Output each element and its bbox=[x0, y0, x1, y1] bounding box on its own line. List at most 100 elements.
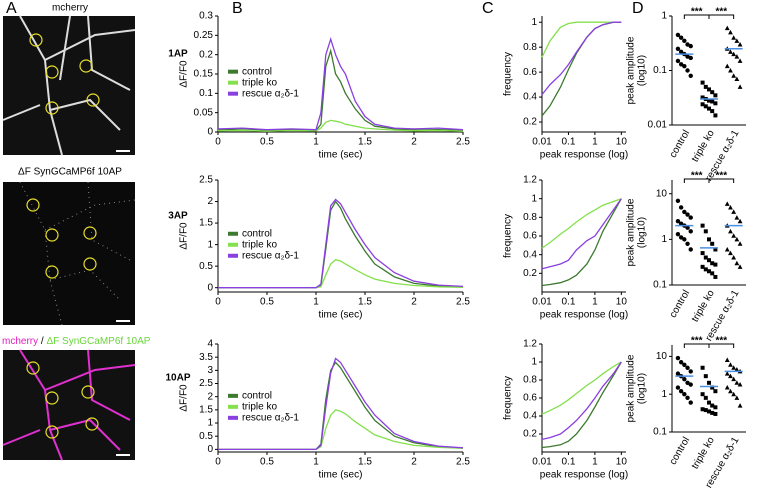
y-tick-label: 10 bbox=[656, 351, 668, 362]
data-point bbox=[737, 382, 743, 387]
data-point bbox=[700, 102, 705, 107]
micrograph bbox=[3, 181, 136, 326]
significance-label: *** bbox=[715, 7, 727, 18]
x-tick-label: 1 bbox=[313, 297, 319, 308]
data-point bbox=[685, 212, 690, 217]
y-tick-label: 3.5 bbox=[199, 352, 213, 363]
x-tick-label: 1 bbox=[313, 137, 319, 148]
x-tick-label: 0.01 bbox=[532, 297, 552, 308]
x-tick-label: 2.5 bbox=[456, 137, 470, 148]
x-tick-label: 1 bbox=[592, 137, 598, 148]
data-point bbox=[734, 395, 740, 400]
y-tick-label: 0.1 bbox=[653, 427, 667, 438]
x-tick-label: 0 bbox=[215, 137, 221, 148]
image-label: mcherry bbox=[52, 3, 88, 14]
x-tick-label: 1.5 bbox=[358, 137, 372, 148]
data-point bbox=[737, 41, 743, 47]
data-point bbox=[682, 237, 687, 242]
data-point bbox=[678, 35, 684, 40]
data-point bbox=[731, 365, 737, 370]
x-tick-label: 1 bbox=[592, 297, 598, 308]
significance-label: *** bbox=[691, 7, 703, 18]
data-point bbox=[710, 90, 715, 95]
y-tick-label: 1 bbox=[531, 357, 537, 368]
y-axis-label: frequency bbox=[503, 376, 514, 420]
data-point bbox=[707, 87, 711, 92]
x-tick-label: 0.1 bbox=[561, 137, 575, 148]
series-line bbox=[541, 198, 622, 287]
data-point bbox=[675, 385, 681, 390]
data-point bbox=[682, 391, 687, 397]
data-point bbox=[682, 63, 687, 69]
x-tick-label: 0.5 bbox=[260, 297, 274, 308]
data-point bbox=[707, 98, 711, 103]
row-label: 3AP bbox=[168, 211, 188, 222]
data-point bbox=[685, 365, 690, 370]
panel-label: B bbox=[232, 0, 243, 17]
data-point bbox=[707, 409, 711, 414]
series-line bbox=[541, 21, 622, 58]
data-point bbox=[728, 204, 733, 210]
x-tick-label: triple ko bbox=[690, 288, 717, 324]
data-point bbox=[688, 369, 693, 374]
data-point bbox=[731, 35, 737, 40]
data-point bbox=[703, 395, 708, 400]
data-point bbox=[724, 63, 730, 69]
data-point bbox=[707, 237, 711, 242]
y-tick-label: 0.4 bbox=[523, 92, 537, 103]
x-axis-label: time (sec) bbox=[319, 310, 363, 321]
data-point bbox=[728, 362, 733, 367]
legend-label: rescue α₂δ-1 bbox=[242, 412, 299, 423]
data-point bbox=[675, 219, 681, 224]
data-point bbox=[710, 271, 715, 276]
image-label-part: mcherry bbox=[2, 336, 38, 347]
data-point bbox=[737, 58, 743, 63]
data-point bbox=[685, 395, 690, 401]
image-label: mcherry / ΔF SynGCaMP6f 10AP bbox=[2, 336, 151, 347]
data-point bbox=[737, 84, 743, 89]
data-point bbox=[703, 374, 708, 379]
x-tick-label: control bbox=[668, 435, 693, 466]
x-tick-label: 1 bbox=[313, 457, 319, 468]
x-axis-label: peak response (log) bbox=[540, 470, 628, 481]
data-point bbox=[734, 38, 740, 43]
y-tick-label: 1.2 bbox=[523, 339, 537, 350]
data-point bbox=[703, 255, 708, 260]
data-point bbox=[728, 373, 733, 379]
x-tick-label: control bbox=[668, 128, 693, 159]
y-axis-label: (log10) bbox=[637, 217, 648, 248]
series-line bbox=[217, 119, 464, 132]
data-point bbox=[703, 267, 708, 272]
legend-label: control bbox=[242, 66, 272, 77]
data-point bbox=[728, 388, 733, 394]
significance-label: *** bbox=[715, 336, 727, 347]
data-point bbox=[731, 255, 737, 260]
data-point bbox=[728, 250, 733, 256]
data-point bbox=[731, 233, 737, 238]
data-point bbox=[678, 235, 684, 240]
data-point bbox=[713, 262, 718, 267]
data-point bbox=[737, 403, 743, 408]
data-point bbox=[700, 80, 705, 85]
y-tick-label: 0.2 bbox=[523, 117, 537, 128]
x-tick-label: 0.5 bbox=[260, 137, 274, 148]
data-point bbox=[734, 54, 740, 59]
data-point bbox=[700, 95, 705, 100]
x-tick-label: 1.5 bbox=[358, 297, 372, 308]
y-tick-label: 1 bbox=[531, 17, 537, 28]
data-point bbox=[707, 269, 711, 274]
data-point bbox=[700, 251, 705, 256]
y-tick-label: 0.4 bbox=[523, 411, 537, 422]
data-point bbox=[713, 101, 718, 106]
data-point bbox=[707, 258, 711, 263]
y-tick-label: 0 bbox=[207, 444, 213, 455]
data-point bbox=[731, 51, 737, 57]
data-point bbox=[728, 49, 733, 54]
y-tick-label: 1 bbox=[207, 418, 213, 429]
data-point bbox=[688, 215, 693, 220]
legend-label: rescue α₂δ-1 bbox=[242, 250, 299, 261]
series-line bbox=[541, 361, 622, 449]
y-tick-label: 10 bbox=[656, 188, 668, 199]
y-tick-label: 1 bbox=[531, 193, 537, 204]
